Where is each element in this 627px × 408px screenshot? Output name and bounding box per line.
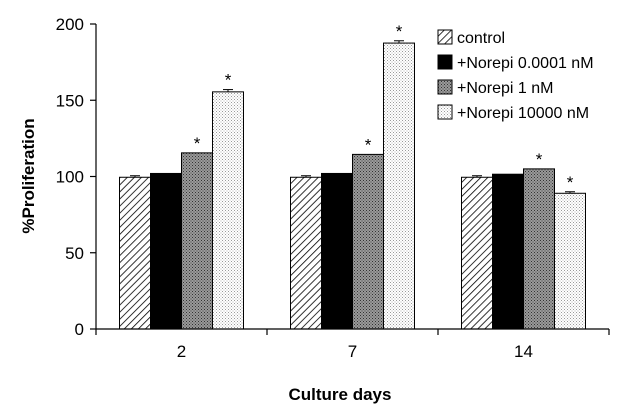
bar-2-day-14 (492, 173, 524, 330)
bar-1-day-7 (290, 176, 322, 330)
legend-label: +Norepi 0.0001 nM (457, 55, 594, 72)
legend-label: +Norepi 1 nM (457, 80, 554, 97)
bar-3-day-14 (523, 168, 555, 330)
legend-swatch (437, 104, 453, 120)
y-tick-label: 50 (65, 244, 84, 263)
bar-2-day-2 (150, 172, 182, 330)
significance-mark: * (567, 173, 574, 192)
legend: control +Norepi 0.0001 nM +Norepi 1 nM +Nor… (437, 29, 594, 122)
y-tick-label: 0 (75, 320, 84, 339)
legend-label: control (457, 30, 505, 47)
y-axis-title: %Proliferation (19, 118, 38, 233)
bar-4-day-7 (383, 42, 415, 330)
significance-mark: * (365, 135, 372, 154)
significance-markers: * * * * * * (194, 22, 574, 192)
x-axis-ticks: 2 7 14 (95, 329, 610, 361)
legend-label: +Norepi 10000 nM (457, 105, 589, 122)
x-tick-label: 14 (514, 342, 533, 361)
bar-1-day-14 (461, 176, 493, 330)
y-axis-ticks: 0 50 100 150 200 (56, 15, 96, 339)
y-tick-label: 100 (56, 168, 84, 187)
legend-swatch (437, 79, 453, 95)
y-tick-label: 150 (56, 91, 84, 110)
legend-swatch (437, 29, 453, 45)
y-tick-label: 200 (56, 15, 84, 34)
bar-3-day-2 (181, 152, 213, 330)
legend-swatch (437, 54, 453, 70)
significance-mark: * (396, 22, 403, 41)
x-axis-title: Culture days (289, 385, 392, 404)
bar-4-day-2 (212, 91, 244, 330)
bar-3-day-7 (352, 153, 384, 330)
significance-mark: * (536, 150, 543, 169)
bar-2-day-7 (321, 172, 353, 330)
significance-mark: * (194, 134, 201, 153)
bars-group (119, 42, 586, 330)
significance-mark: * (225, 71, 232, 90)
bar-1-day-2 (119, 176, 151, 330)
error-bars-group (130, 40, 575, 194)
x-tick-label: 7 (348, 342, 357, 361)
bar-4-day-14 (554, 192, 586, 330)
x-tick-label: 2 (177, 342, 186, 361)
